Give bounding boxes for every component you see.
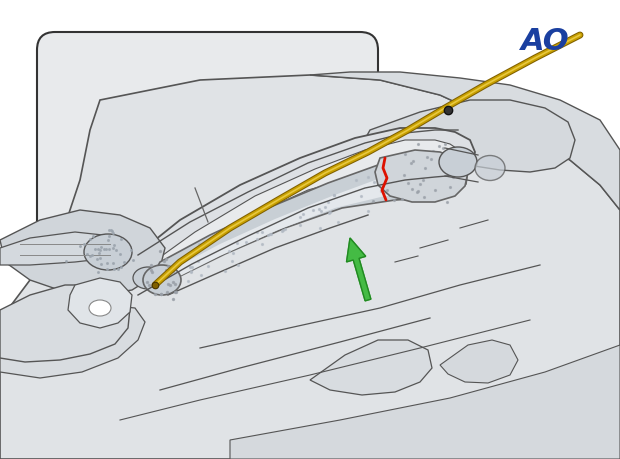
Polygon shape — [162, 167, 450, 285]
Polygon shape — [360, 100, 575, 172]
Ellipse shape — [439, 147, 477, 177]
Polygon shape — [0, 75, 620, 459]
Polygon shape — [0, 210, 165, 295]
Polygon shape — [0, 305, 145, 378]
FancyArrow shape — [347, 238, 371, 301]
Polygon shape — [138, 140, 463, 285]
Polygon shape — [120, 128, 475, 295]
Polygon shape — [0, 285, 130, 362]
Polygon shape — [375, 150, 468, 202]
FancyBboxPatch shape — [37, 32, 378, 298]
Polygon shape — [148, 152, 468, 292]
Ellipse shape — [133, 267, 163, 289]
Polygon shape — [310, 72, 620, 210]
Ellipse shape — [84, 234, 132, 270]
Polygon shape — [440, 340, 518, 383]
Polygon shape — [68, 278, 132, 328]
Polygon shape — [310, 340, 432, 395]
Ellipse shape — [89, 300, 111, 316]
Polygon shape — [0, 232, 118, 265]
Text: AO: AO — [521, 27, 570, 56]
Polygon shape — [230, 345, 620, 459]
Ellipse shape — [143, 265, 181, 295]
Ellipse shape — [475, 156, 505, 180]
